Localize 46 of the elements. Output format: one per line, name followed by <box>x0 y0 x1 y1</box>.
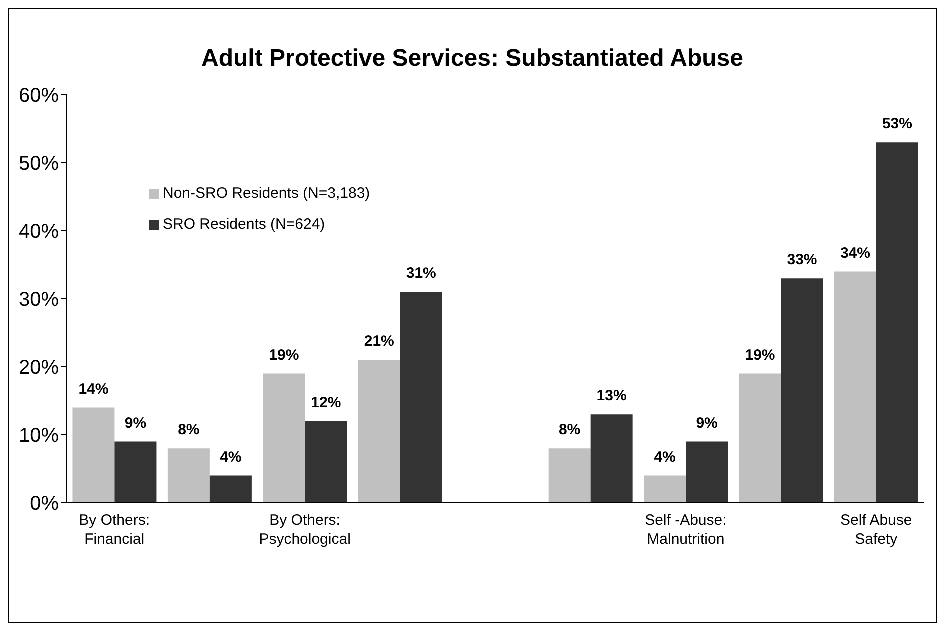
data-label: 9% <box>696 414 718 432</box>
data-label: 13% <box>596 388 627 405</box>
bar <box>358 360 400 503</box>
y-tick-label: 60% <box>18 85 60 108</box>
bar <box>781 278 824 503</box>
data-label: 33% <box>787 252 818 269</box>
y-tick-label: 30% <box>18 289 60 312</box>
y-tick-label: 10% <box>18 425 60 448</box>
x-tick-label: By Others: Psychological <box>259 512 351 548</box>
legend-label: SRO Residents (N=624) <box>163 216 326 233</box>
data-label: 9% <box>124 414 147 432</box>
data-label: 21% <box>364 333 394 350</box>
bar <box>590 414 633 503</box>
bar <box>305 421 348 503</box>
x-tick-label: By Others: Financial <box>79 512 150 548</box>
data-label: 8% <box>178 422 200 439</box>
bar <box>834 272 876 503</box>
legend-label: Non-SRO Residents (N=3,183) <box>163 185 370 202</box>
bar <box>739 374 782 503</box>
bar <box>876 142 918 503</box>
data-label: 53% <box>882 116 913 133</box>
bar <box>686 442 728 503</box>
x-tick-label: Self -Abuse: Malnutrition <box>645 512 727 548</box>
data-label: 4% <box>220 448 242 466</box>
data-label: 14% <box>78 380 109 398</box>
bar <box>210 476 252 503</box>
bar <box>400 292 442 503</box>
bar <box>72 408 115 503</box>
chart-title: Adult Protective Services: Substantiated Abuse <box>200 45 744 73</box>
y-tick-label: 0% <box>30 493 60 516</box>
bar <box>263 374 306 503</box>
y-tick-label: 40% <box>18 221 60 244</box>
bar <box>548 448 591 503</box>
x-tick-label: Self Abuse Safety <box>840 512 912 548</box>
y-tick-label: 20% <box>18 357 60 380</box>
data-label: 12% <box>311 394 342 412</box>
data-label: 19% <box>745 346 776 364</box>
bar <box>114 442 157 503</box>
data-label: 4% <box>654 448 676 466</box>
data-label: 31% <box>406 265 436 282</box>
data-label: 19% <box>269 346 300 364</box>
data-label: 34% <box>840 244 871 262</box>
bar <box>168 448 210 503</box>
data-label: 8% <box>558 422 581 439</box>
bar <box>644 476 686 503</box>
y-tick-label: 50% <box>18 153 60 176</box>
